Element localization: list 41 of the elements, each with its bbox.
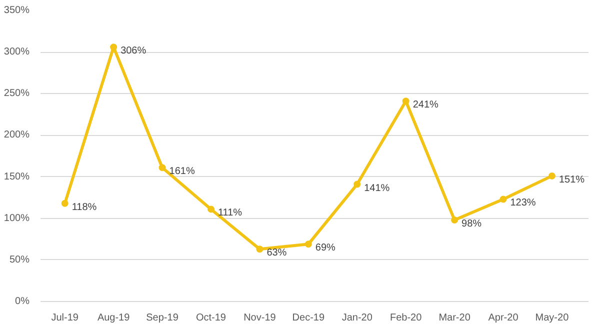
point [207,206,214,213]
x-tick-label: Sep-19 [146,312,179,324]
x-tick-label: Jul-19 [51,312,79,324]
point [402,98,410,105]
data-label: 141% [364,182,390,194]
data-label: 151% [558,174,585,186]
x-tick-label: Apr-20 [488,312,519,324]
point [61,200,68,207]
x-tick-label: Feb-20 [390,312,422,324]
data-label: 98% [462,218,482,230]
y-tick-label: 50% [9,254,30,266]
data-label: 161% [169,166,195,178]
data-label: 111% [218,208,242,219]
point [304,240,312,248]
point [500,196,507,203]
x-tick-label: May-20 [535,312,570,324]
data-label: 123% [510,198,536,209]
data-label: 241% [412,100,439,111]
point [548,172,556,180]
x-tick-label: Dec-19 [292,312,325,324]
data-label: 63% [266,248,287,259]
x-tick-label: Aug-19 [97,312,130,324]
y-tick-label: 150% [4,171,30,182]
point [110,44,118,51]
x-tick-label: Mar-20 [438,312,471,324]
x-tick-label: Oct-19 [196,312,226,324]
point [158,164,166,172]
y-tick-label: 350% [4,5,30,16]
y-tick-label: 250% [4,88,30,100]
y-tick-label: 0% [15,296,30,307]
point [256,246,264,253]
data-label: 306% [120,46,146,57]
point [354,180,361,188]
point [451,216,458,224]
x-tick-label: Jan-20 [342,312,373,324]
data-label: 69% [315,242,336,254]
y-tick-label: 300% [4,46,30,58]
x-tick-label: Nov-19 [244,312,276,324]
y-tick-label: 200% [4,130,30,141]
y-tick-label: 100% [4,212,30,224]
data-label: 118% [72,202,97,213]
